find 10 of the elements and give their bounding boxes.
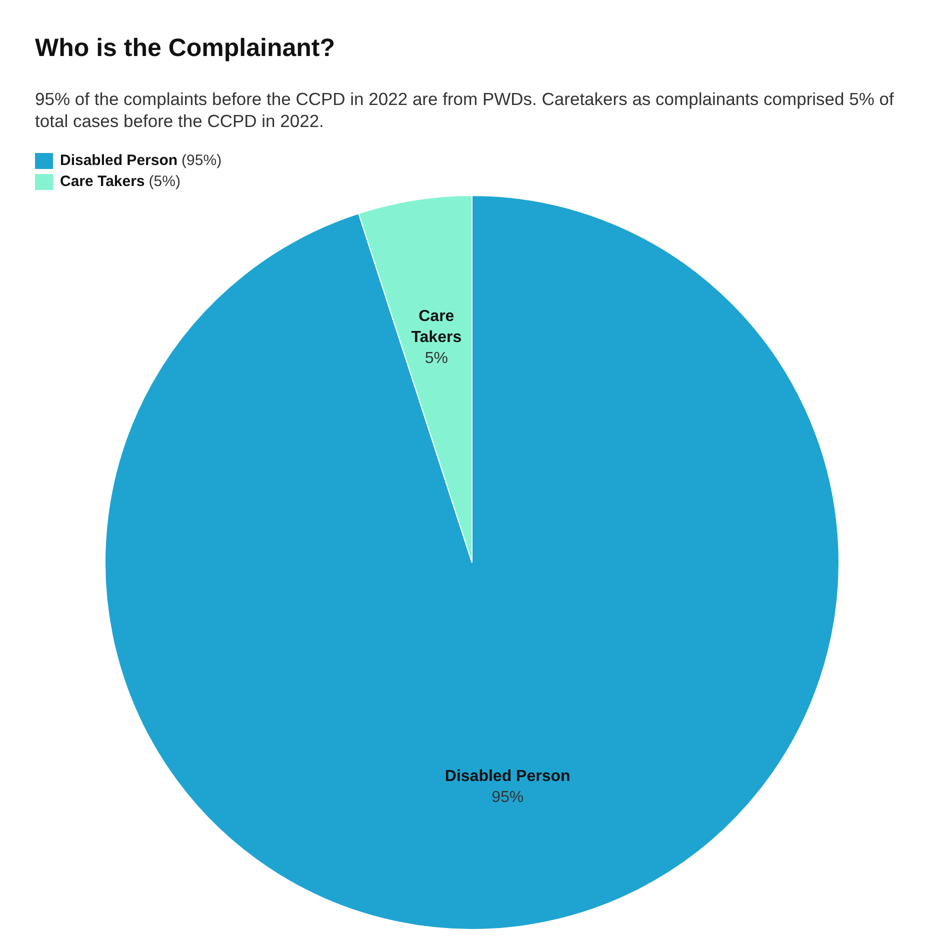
- slice-label: Care Takers: [411, 308, 462, 346]
- chart-title: Who is the Complainant?: [35, 34, 335, 63]
- slice-label: Disabled Person: [444, 768, 570, 786]
- data-label: 5%: [424, 350, 448, 368]
- chart-subtitle: 95% of the complaints before the CCPD in 2022 are from PWDs. Caretakers as complainants comprised 5% of total cases before the CCPD in 2022.: [35, 88, 895, 132]
- legend-label: Care Takers: [60, 173, 145, 190]
- text: (95%): [182, 152, 222, 169]
- legend-label: Disabled Person: [60, 152, 178, 169]
- text: (5%): [148, 173, 180, 190]
- data-label: 95%: [492, 789, 524, 806]
